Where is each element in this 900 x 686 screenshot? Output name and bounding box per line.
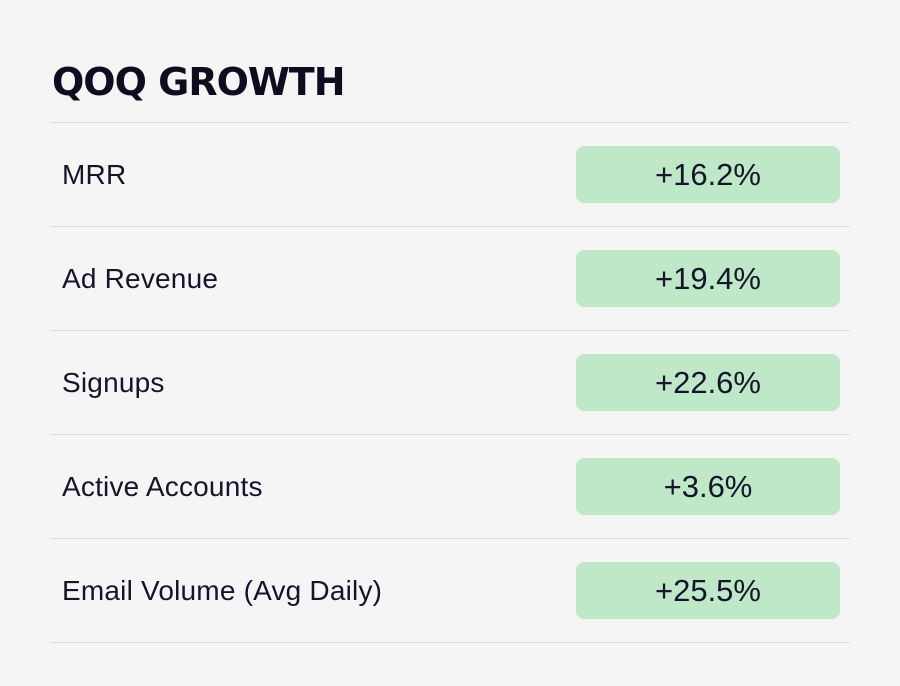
- growth-value-badge: +3.6%: [576, 458, 840, 515]
- table-row-mrr: MRR +16.2%: [50, 123, 850, 227]
- table-row-signups: Signups +22.6%: [50, 331, 850, 435]
- growth-value-badge: +25.5%: [576, 562, 840, 619]
- growth-value-badge: +19.4%: [576, 250, 840, 307]
- metrics-table: MRR +16.2% Ad Revenue +19.4% Signups +22…: [50, 122, 850, 643]
- growth-value-badge: +16.2%: [576, 146, 840, 203]
- table-row-ad-revenue: Ad Revenue +19.4%: [50, 227, 850, 331]
- metric-label: Active Accounts: [62, 470, 263, 502]
- table-row-active-accounts: Active Accounts +3.6%: [50, 435, 850, 539]
- metric-label: Signups: [62, 366, 165, 398]
- metric-label: Ad Revenue: [62, 262, 219, 294]
- growth-value-badge: +22.6%: [576, 354, 840, 411]
- table-row-email-volume: Email Volume (Avg Daily) +25.5%: [50, 539, 850, 643]
- card-title: QOQ GROWTH: [52, 60, 346, 104]
- metric-label: MRR: [62, 158, 127, 190]
- metric-label: Email Volume (Avg Daily): [62, 574, 383, 606]
